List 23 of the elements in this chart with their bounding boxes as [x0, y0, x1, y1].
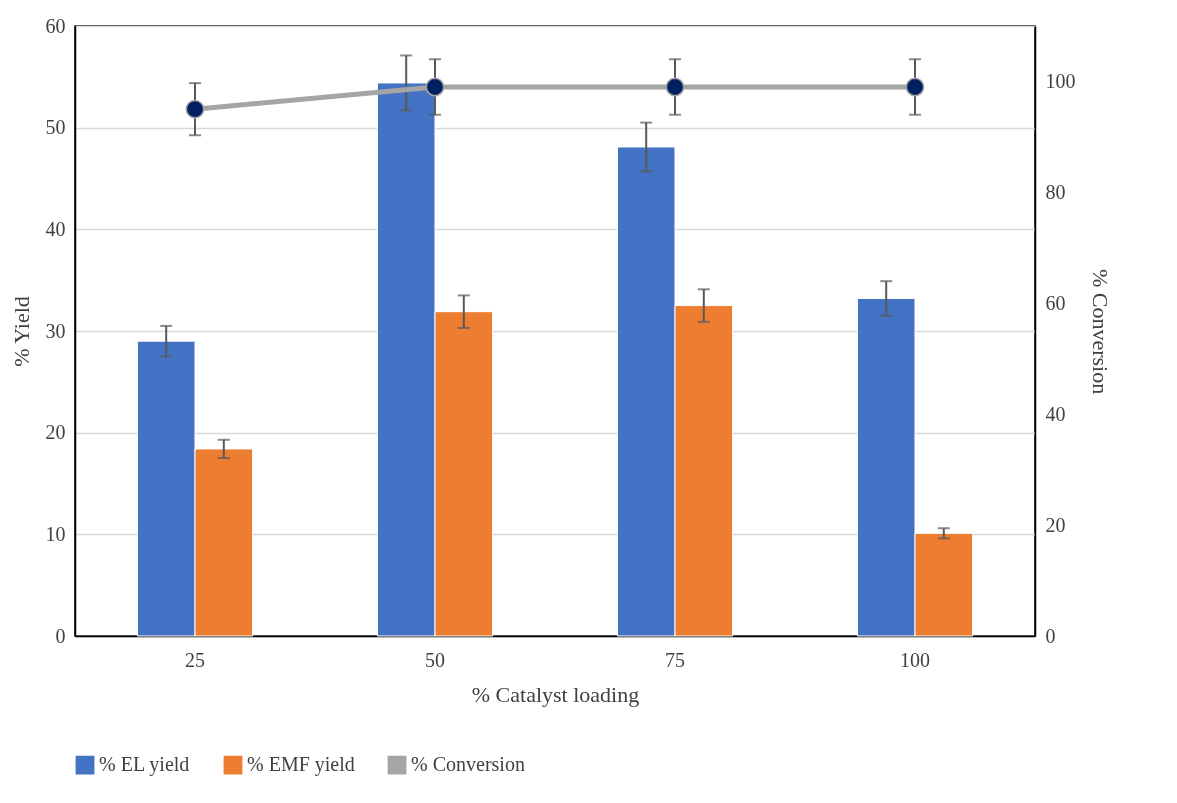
- y2-tick-label: 80: [1045, 180, 1066, 203]
- y2-axis-title: % Conversion: [1087, 268, 1113, 395]
- y-tick-label: 0: [55, 624, 66, 647]
- legend-label: % EMF yield: [247, 753, 355, 777]
- y-tick-label: 30: [45, 319, 66, 342]
- y-tick-label: 50: [45, 116, 66, 139]
- y-tick-label: 40: [45, 217, 66, 240]
- y2-tick-label: 40: [1045, 402, 1066, 425]
- legend-label: % EL yield: [99, 753, 190, 777]
- y-tick-label: 60: [45, 14, 66, 37]
- legend-label: % Conversion: [411, 753, 525, 776]
- y-tick-label: 20: [45, 421, 66, 444]
- y2-tick-label: 60: [1045, 291, 1066, 314]
- y2-tick-label: 0: [1045, 624, 1056, 647]
- y2-tick-label: 20: [1045, 513, 1066, 536]
- x-axis-title: % Catalyst loading: [471, 681, 640, 707]
- y-axis-title: % Yield: [8, 296, 34, 367]
- x-tick-label: 75: [665, 648, 685, 671]
- x-tick-label: 100: [900, 648, 930, 671]
- y2-tick-label: 100: [1045, 69, 1076, 92]
- y-tick-label: 10: [45, 522, 66, 545]
- x-tick-label: 25: [185, 648, 205, 671]
- x-tick-label: 50: [425, 648, 445, 671]
